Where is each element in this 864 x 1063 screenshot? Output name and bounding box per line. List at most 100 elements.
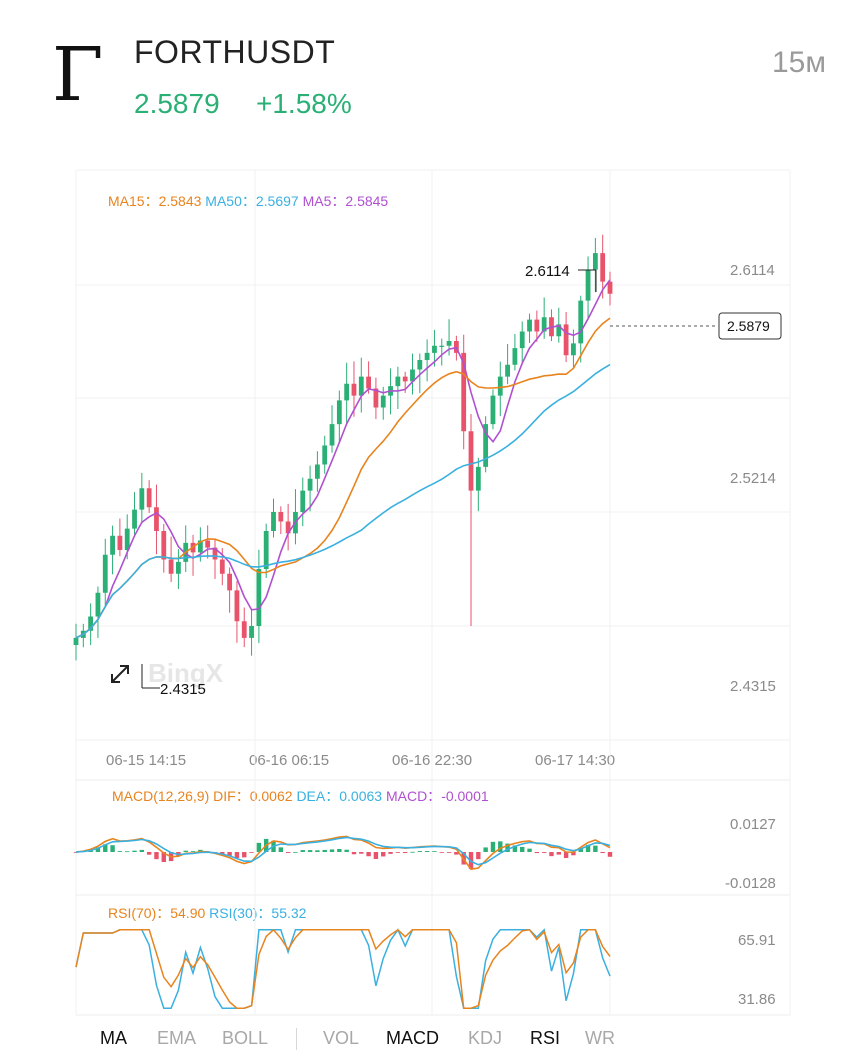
candle-body: [475, 466, 481, 491]
macd-hist-value: -0.0001: [441, 788, 489, 804]
candle-body: [124, 528, 130, 550]
macd-hist-bar: [446, 852, 452, 853]
candle-body: [227, 573, 233, 591]
candle-body: [512, 348, 518, 365]
macd-tick-high: 0.0127: [730, 816, 776, 833]
rsi30-line: [75, 928, 611, 1009]
macd-hist-bar: [490, 841, 496, 852]
tab-ema[interactable]: EMA: [157, 1028, 197, 1048]
candle-body: [278, 512, 284, 522]
candle-body: [534, 319, 540, 332]
macd-hist-bar: [388, 852, 393, 854]
candle-body: [424, 352, 430, 360]
candle-body: [234, 590, 240, 622]
macd-hist-bar: [424, 851, 430, 852]
candle-body: [161, 531, 167, 560]
indicator-tabs: MA EMA BOLL VOL MACD KDJ RSI WR: [0, 1020, 864, 1056]
macd-hist-bar: [103, 844, 108, 852]
tab-vol[interactable]: VOL: [323, 1028, 360, 1048]
ma50-line: [75, 363, 611, 639]
candle-body: [263, 531, 269, 569]
macd-hist-bar: [190, 851, 196, 852]
candle-body: [373, 388, 379, 408]
candle-body: [300, 490, 306, 512]
last-price-box-label: 2.5879: [727, 318, 770, 334]
tab-macd[interactable]: MACD: [386, 1028, 439, 1048]
ma15-label: MA15：: [108, 193, 159, 209]
macd-hist-bar: [549, 852, 554, 857]
macd-hist-bar: [293, 851, 298, 853]
dif-label: DIF：: [213, 788, 250, 804]
candle-body: [527, 319, 532, 332]
macd-hist-bar: [227, 852, 232, 856]
macd-hist-bar: [234, 852, 240, 859]
candle-body: [461, 352, 467, 432]
macd-hist-bar: [483, 847, 488, 852]
macd-hist-bar: [520, 846, 525, 852]
macd-hist-bar: [541, 852, 547, 853]
macd-hist-bar: [322, 849, 327, 852]
tab-ma[interactable]: MA: [100, 1028, 127, 1048]
macd-hist-bar: [117, 851, 123, 852]
candle-body: [446, 341, 452, 346]
macd-hist-bar: [139, 849, 145, 852]
macd-tick-low: -0.0128: [725, 875, 776, 892]
macd-hist-bar: [344, 849, 349, 852]
macd-hist-bar: [73, 852, 79, 853]
candle-body: [212, 547, 218, 560]
macd-hist-bar: [315, 850, 320, 852]
tab-rsi[interactable]: RSI: [530, 1028, 561, 1048]
macd-hist-bar: [256, 842, 262, 852]
macd-hist-bar: [600, 852, 605, 854]
macd-hist-bar: [563, 852, 569, 859]
rsi-pane: [75, 928, 611, 1009]
candle-body: [110, 535, 115, 555]
dea-value: 0.0063: [339, 788, 383, 804]
candle-body: [241, 621, 247, 638]
candle-body: [168, 559, 174, 574]
chart-canvas[interactable]: BingX 2.6114 2.4315 2.5879: [0, 0, 864, 1020]
tab-boll[interactable]: BOLL: [222, 1028, 269, 1048]
macd-hist-bar: [300, 850, 305, 852]
candle-body: [585, 269, 591, 301]
y-tick-mid: 2.5214: [730, 470, 776, 487]
candle-body: [483, 424, 489, 467]
low-label: 2.4315: [160, 681, 206, 698]
candle-body: [607, 281, 613, 294]
last-price: 2.5879: [134, 88, 220, 119]
macd-hist-bar: [402, 852, 408, 854]
candle-body: [468, 431, 474, 491]
candle-body: [432, 345, 437, 353]
macd-pane: [73, 835, 613, 871]
dea-line: [75, 836, 611, 866]
y-tick-low: 2.4315: [730, 678, 776, 695]
price-change: +1.58%: [256, 88, 352, 119]
macd-hist-bar: [249, 852, 254, 853]
interval-selector[interactable]: 15м: [772, 46, 826, 79]
tab-wr[interactable]: WR: [585, 1028, 615, 1048]
rsi30-label: RSI(30)：: [209, 905, 272, 921]
candle-body: [578, 300, 584, 344]
candle-body: [285, 521, 291, 534]
candle-body: [132, 509, 137, 529]
candle-body: [556, 324, 562, 337]
macd-hist-bar: [512, 845, 518, 852]
candle-body: [154, 507, 159, 531]
rsi70-label: RSI(70)：: [108, 905, 171, 921]
macd-hist-bar: [381, 852, 386, 857]
candle-body: [490, 395, 496, 425]
ma5-label: MA5：: [302, 193, 346, 209]
candle-body: [117, 535, 123, 550]
macd-hist-bar: [498, 841, 503, 852]
expand-icon[interactable]: [111, 665, 129, 683]
candle-body: [146, 488, 152, 508]
macd-hist-bar: [593, 845, 598, 852]
macd-title: MACD(12,26,9): [112, 788, 210, 804]
pair-title[interactable]: FORTHUSDT: [134, 34, 336, 70]
candle-body: [314, 464, 320, 479]
rsi70-line: [75, 928, 611, 1009]
candle-body: [351, 383, 357, 396]
tab-kdj[interactable]: KDJ: [468, 1028, 503, 1048]
x-tick-1: 06-15 14:15: [106, 752, 187, 769]
macd-hist-bar: [571, 852, 576, 856]
